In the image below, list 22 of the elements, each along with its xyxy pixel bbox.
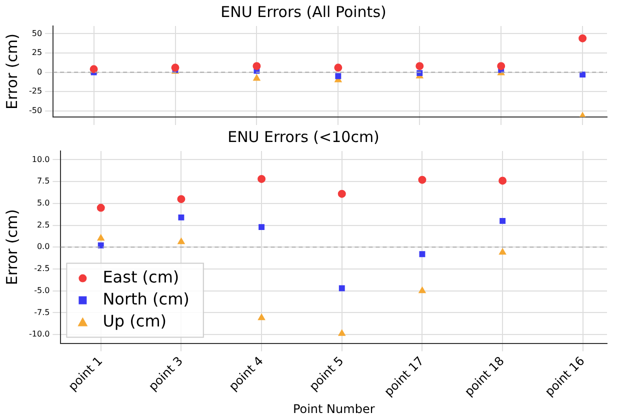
y-axis-title: Error (cm) (2, 209, 21, 286)
chart-title: ENU Errors (<10cm) (228, 128, 380, 146)
y-axis-title: Error (cm) (2, 34, 21, 110)
y-tick-label: 2.5 (36, 220, 50, 230)
y-tick-label: 10.0 (32, 154, 50, 164)
y-tick-label: 50 (32, 28, 42, 38)
y-tick-label: -10.0 (28, 330, 50, 339)
y-tick-label: 5.0 (36, 198, 50, 208)
y-tick-label: -7.5 (34, 308, 50, 317)
y-tick-label: 0 (36, 67, 42, 76)
y-tick-label: 7.5 (36, 176, 50, 186)
y-tick-label: -5.0 (34, 286, 50, 295)
y-tick-label: -25 (28, 86, 42, 96)
y-tick-label: -2.5 (34, 264, 50, 274)
y-tick-label: 0.0 (36, 242, 50, 252)
y-tick-label: 25 (32, 48, 42, 58)
x-axis-title: Point Number (292, 402, 375, 416)
legend-label: East (cm) (102, 267, 180, 286)
legend-label: North (cm) (102, 289, 190, 308)
chart-title: ENU Errors (All Points) (220, 2, 386, 21)
legend-label: Up (cm) (102, 311, 167, 330)
y-tick-label: -50 (28, 106, 42, 115)
